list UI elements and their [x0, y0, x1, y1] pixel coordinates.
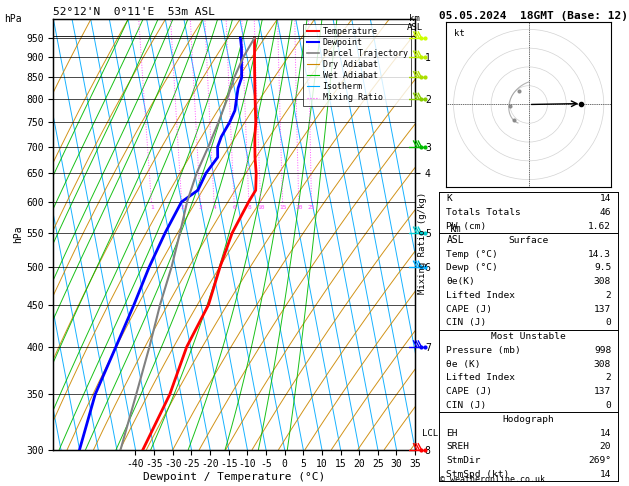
Text: Surface: Surface — [509, 236, 548, 245]
Text: 14.3: 14.3 — [588, 249, 611, 259]
Text: CIN (J): CIN (J) — [446, 401, 486, 410]
Text: 6: 6 — [233, 206, 237, 210]
Text: LCL: LCL — [422, 429, 438, 437]
Text: 10: 10 — [257, 206, 265, 210]
Text: 2: 2 — [605, 373, 611, 382]
Legend: Temperature, Dewpoint, Parcel Trajectory, Dry Adiabat, Wet Adiabat, Isotherm, Mi: Temperature, Dewpoint, Parcel Trajectory… — [303, 24, 411, 106]
Y-axis label: km
ASL: km ASL — [447, 224, 465, 245]
Text: StmDir: StmDir — [446, 456, 481, 465]
Text: Hodograph: Hodograph — [503, 415, 555, 424]
Text: 46: 46 — [599, 208, 611, 217]
Text: 14: 14 — [599, 470, 611, 479]
Text: CIN (J): CIN (J) — [446, 318, 486, 328]
Text: Dewp (°C): Dewp (°C) — [446, 263, 498, 272]
Text: 15: 15 — [279, 206, 287, 210]
Text: CAPE (J): CAPE (J) — [446, 305, 493, 313]
Text: Lifted Index: Lifted Index — [446, 373, 515, 382]
Text: 2: 2 — [180, 206, 184, 210]
Text: 05.05.2024  18GMT (Base: 12): 05.05.2024 18GMT (Base: 12) — [439, 11, 628, 21]
Text: 1.62: 1.62 — [588, 222, 611, 231]
Text: 0: 0 — [605, 318, 611, 328]
Text: θe(K): θe(K) — [446, 277, 475, 286]
Text: K: K — [446, 194, 452, 204]
X-axis label: Dewpoint / Temperature (°C): Dewpoint / Temperature (°C) — [143, 472, 325, 482]
Text: 9.5: 9.5 — [594, 263, 611, 272]
Text: 269°: 269° — [588, 456, 611, 465]
Text: 8: 8 — [247, 206, 251, 210]
Text: 20: 20 — [599, 442, 611, 451]
Text: kt: kt — [454, 29, 464, 38]
Text: Pressure (mb): Pressure (mb) — [446, 346, 521, 355]
Text: Most Unstable: Most Unstable — [491, 332, 566, 341]
Text: 14: 14 — [599, 194, 611, 204]
Text: 25: 25 — [308, 206, 315, 210]
Text: Totals Totals: Totals Totals — [446, 208, 521, 217]
Text: Mixing Ratio (g/kg): Mixing Ratio (g/kg) — [418, 192, 426, 294]
Text: © weatheronline.co.uk: © weatheronline.co.uk — [440, 475, 545, 484]
Text: 137: 137 — [594, 387, 611, 396]
Text: θe (K): θe (K) — [446, 360, 481, 369]
Text: 20: 20 — [295, 206, 303, 210]
Text: 14: 14 — [599, 429, 611, 437]
Text: 0: 0 — [605, 401, 611, 410]
Text: 52°12'N  0°11'E  53m ASL: 52°12'N 0°11'E 53m ASL — [53, 7, 216, 17]
Text: CAPE (J): CAPE (J) — [446, 387, 493, 396]
Text: 998: 998 — [594, 346, 611, 355]
Text: EH: EH — [446, 429, 458, 437]
Text: 2: 2 — [605, 291, 611, 300]
Text: km
ASL: km ASL — [406, 14, 423, 32]
Text: 4: 4 — [213, 206, 216, 210]
Text: Lifted Index: Lifted Index — [446, 291, 515, 300]
Text: 1: 1 — [150, 206, 153, 210]
Text: 308: 308 — [594, 277, 611, 286]
Text: SREH: SREH — [446, 442, 469, 451]
Text: 137: 137 — [594, 305, 611, 313]
Text: Temp (°C): Temp (°C) — [446, 249, 498, 259]
Text: 3: 3 — [199, 206, 203, 210]
Y-axis label: hPa: hPa — [13, 226, 23, 243]
Text: StmSpd (kt): StmSpd (kt) — [446, 470, 509, 479]
Text: hPa: hPa — [4, 14, 22, 24]
Text: 308: 308 — [594, 360, 611, 369]
Text: PW (cm): PW (cm) — [446, 222, 486, 231]
